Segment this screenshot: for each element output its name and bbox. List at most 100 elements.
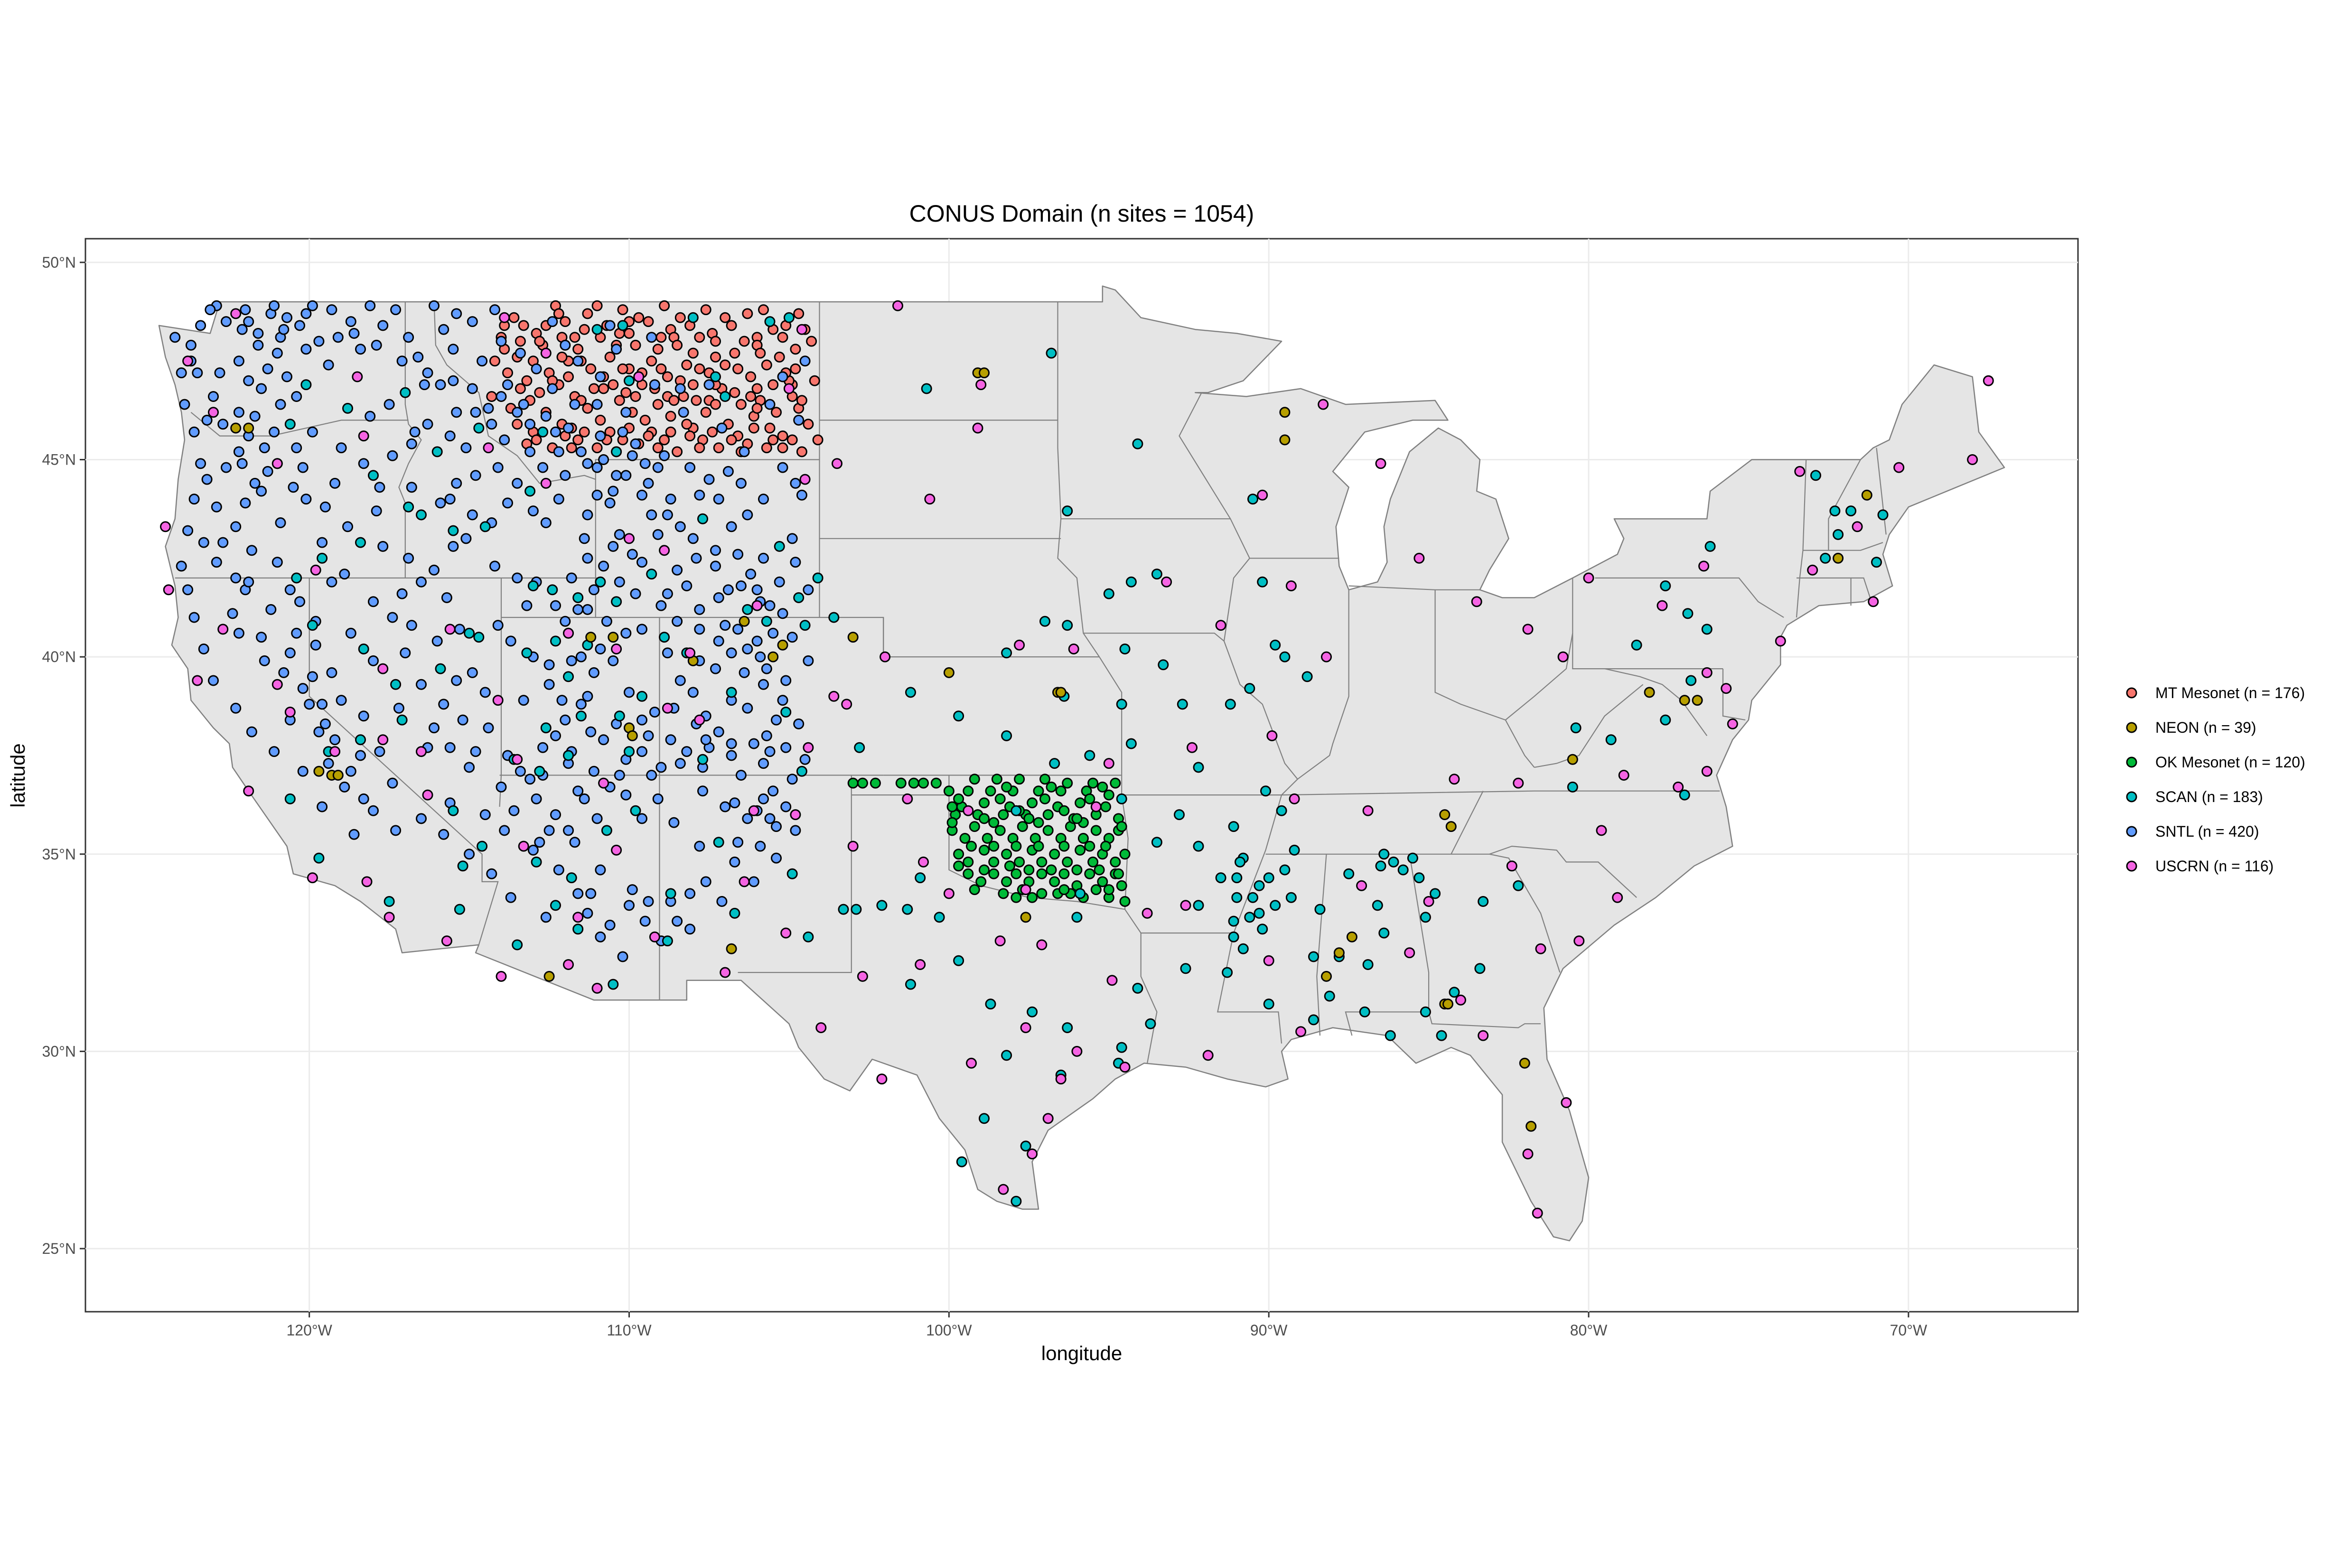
site-point-sntl bbox=[713, 494, 724, 505]
site-point-sntl bbox=[454, 624, 465, 635]
site-point-scan bbox=[1877, 509, 1889, 521]
site-point-ok bbox=[979, 864, 990, 876]
site-point-sntl bbox=[550, 809, 561, 821]
site-point-sntl bbox=[496, 391, 507, 402]
site-point-uscrn bbox=[310, 564, 321, 576]
site-point-sntl bbox=[429, 564, 440, 576]
site-point-sntl bbox=[403, 332, 414, 343]
state-border bbox=[1572, 578, 1723, 670]
site-point-uscrn bbox=[1257, 489, 1268, 501]
site-point-uscrn bbox=[633, 371, 645, 383]
site-point-sntl bbox=[560, 339, 571, 351]
site-point-sntl bbox=[604, 497, 616, 509]
site-point-mt bbox=[694, 442, 705, 454]
site-point-scan bbox=[979, 1113, 990, 1124]
site-point-sntl bbox=[639, 458, 651, 469]
site-point-uscrn bbox=[1983, 375, 1994, 386]
site-point-uscrn bbox=[192, 675, 203, 686]
site-point-ok bbox=[943, 785, 955, 797]
site-point-sntl bbox=[422, 419, 433, 430]
site-point-scan bbox=[431, 446, 443, 457]
site-point-scan bbox=[915, 872, 926, 884]
site-point-uscrn bbox=[271, 679, 283, 690]
site-point-neon bbox=[243, 422, 254, 434]
site-point-uscrn bbox=[1103, 758, 1114, 769]
site-point-scan bbox=[934, 912, 945, 923]
site-point-sntl bbox=[751, 635, 763, 647]
site-point-neon bbox=[726, 943, 737, 954]
site-point-sntl bbox=[262, 466, 273, 477]
site-point-uscrn bbox=[892, 300, 903, 311]
y-tick-label: 25°N bbox=[42, 1240, 76, 1257]
site-point-sntl bbox=[617, 426, 628, 438]
site-point-scan bbox=[1237, 943, 1249, 954]
site-point-neon bbox=[585, 632, 597, 643]
site-point-ok bbox=[1027, 797, 1038, 809]
site-point-sntl bbox=[249, 477, 261, 489]
site-point-scan bbox=[1260, 785, 1271, 797]
site-point-sntl bbox=[726, 647, 737, 659]
site-point-scan bbox=[300, 379, 312, 391]
site-point-mt bbox=[742, 308, 753, 319]
site-point-scan bbox=[477, 840, 488, 852]
site-point-sntl bbox=[777, 695, 788, 706]
site-point-sntl bbox=[319, 501, 331, 513]
site-point-uscrn bbox=[1612, 892, 1623, 903]
site-point-scan bbox=[368, 470, 379, 481]
site-point-sntl bbox=[451, 675, 462, 686]
site-point-sntl bbox=[479, 687, 491, 698]
site-point-sntl bbox=[598, 734, 609, 746]
site-point-sntl bbox=[764, 600, 776, 611]
site-point-sntl bbox=[672, 564, 683, 576]
site-point-mt bbox=[681, 359, 693, 371]
state-border bbox=[1803, 542, 1883, 551]
site-point-sntl bbox=[208, 675, 219, 686]
site-point-scan bbox=[1062, 505, 1073, 517]
site-point-sntl bbox=[595, 371, 606, 383]
site-point-sntl bbox=[524, 774, 536, 785]
state-border bbox=[1828, 459, 1861, 551]
site-point-ok bbox=[1094, 864, 1105, 876]
site-point-uscrn bbox=[1042, 1113, 1054, 1124]
site-point-sntl bbox=[243, 576, 254, 588]
site-point-uscrn bbox=[1106, 975, 1118, 986]
x-axis-title: longitude bbox=[1041, 1342, 1122, 1364]
site-point-sntl bbox=[547, 383, 558, 394]
site-point-sntl bbox=[678, 407, 689, 418]
site-point-sntl bbox=[246, 726, 257, 737]
site-point-sntl bbox=[790, 825, 801, 836]
site-point-sntl bbox=[540, 411, 552, 422]
site-point-uscrn bbox=[924, 494, 936, 505]
site-point-sntl bbox=[739, 667, 750, 678]
state-border bbox=[1534, 684, 1644, 768]
site-point-sntl bbox=[496, 336, 507, 347]
site-point-uscrn bbox=[1142, 907, 1153, 919]
site-point-neon bbox=[1692, 695, 1703, 706]
site-point-sntl bbox=[483, 402, 494, 414]
site-point-sntl bbox=[233, 407, 244, 418]
site-point-mt bbox=[486, 391, 497, 402]
site-point-mt bbox=[591, 442, 603, 454]
site-point-scan bbox=[905, 979, 916, 990]
site-point-sntl bbox=[761, 730, 772, 741]
site-point-mt bbox=[655, 363, 667, 374]
site-point-scan bbox=[1263, 999, 1274, 1010]
site-point-sntl bbox=[627, 549, 638, 560]
site-point-scan bbox=[1228, 931, 1239, 943]
site-point-scan bbox=[783, 312, 795, 323]
site-point-scan bbox=[956, 1156, 967, 1167]
y-axis-title: latitude bbox=[7, 743, 29, 807]
site-point-uscrn bbox=[1701, 765, 1713, 777]
site-point-sntl bbox=[572, 785, 584, 797]
site-point-mt bbox=[767, 434, 779, 446]
site-point-mt bbox=[672, 339, 683, 351]
site-point-sntl bbox=[467, 509, 478, 521]
site-point-sntl bbox=[300, 494, 312, 505]
site-point-scan bbox=[764, 316, 776, 327]
site-point-sntl bbox=[531, 793, 542, 804]
site-point-uscrn bbox=[208, 407, 219, 418]
site-point-scan bbox=[838, 904, 849, 915]
site-point-scan bbox=[761, 616, 772, 627]
site-point-ok bbox=[857, 777, 868, 789]
site-point-ok bbox=[1084, 868, 1095, 879]
